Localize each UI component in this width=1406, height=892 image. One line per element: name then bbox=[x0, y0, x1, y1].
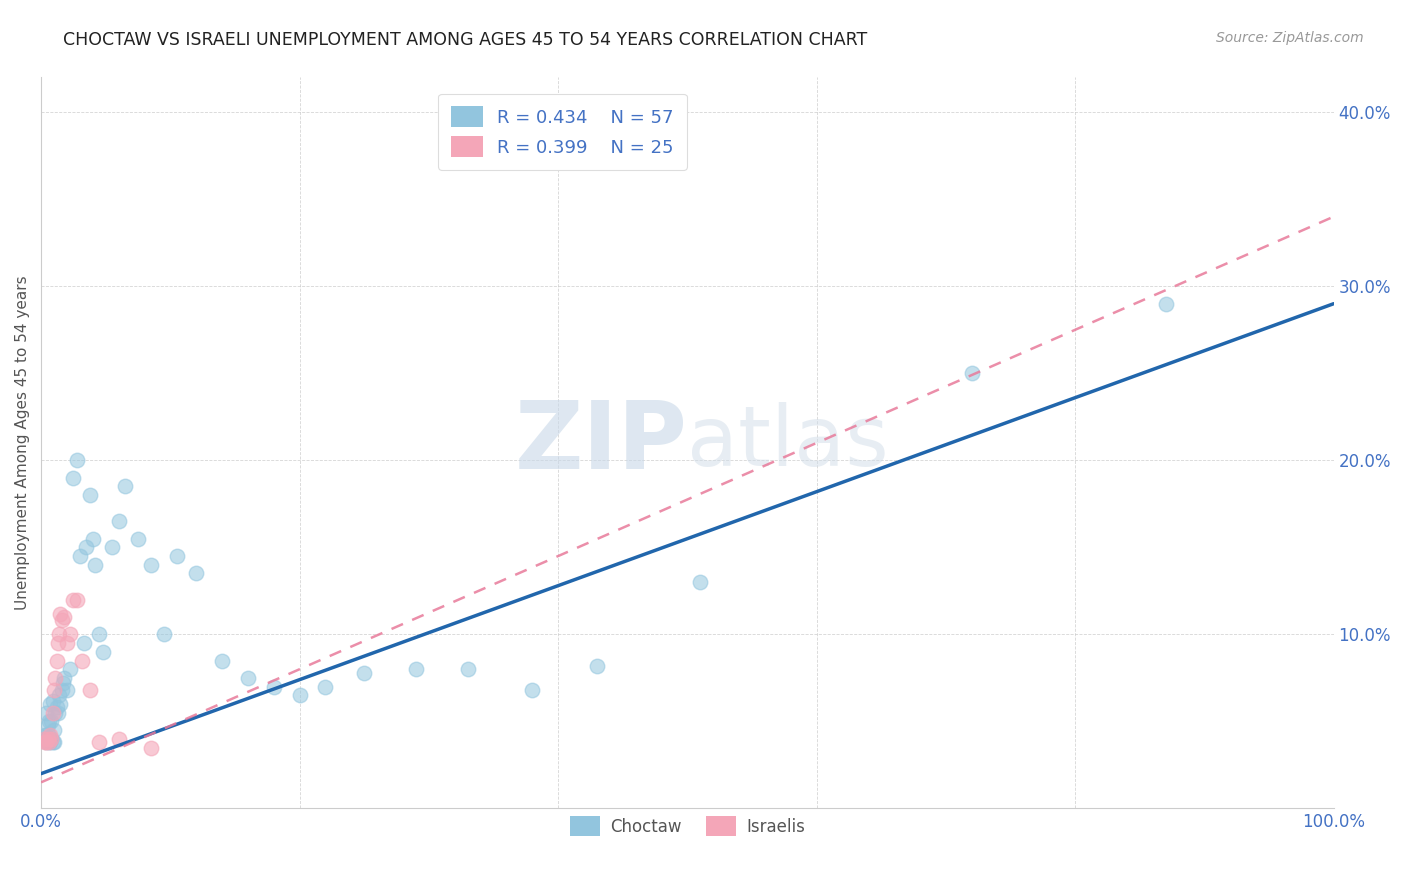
Point bbox=[263, 680, 285, 694]
Text: CHOCTAW VS ISRAELI UNEMPLOYMENT AMONG AGES 45 TO 54 YEARS CORRELATION CHART: CHOCTAW VS ISRAELI UNEMPLOYMENT AMONG AG… bbox=[63, 31, 868, 49]
Point bbox=[48, 627, 70, 641]
Point bbox=[35, 735, 58, 749]
Point bbox=[960, 367, 983, 381]
Point bbox=[41, 731, 63, 746]
Point bbox=[52, 676, 75, 690]
Point bbox=[127, 532, 149, 546]
Point bbox=[56, 683, 79, 698]
Point bbox=[405, 662, 427, 676]
Point bbox=[42, 735, 65, 749]
Point bbox=[107, 514, 129, 528]
Point bbox=[42, 706, 65, 720]
Point bbox=[58, 627, 80, 641]
Point bbox=[44, 706, 66, 720]
Point bbox=[114, 479, 136, 493]
Point bbox=[41, 731, 63, 746]
Point bbox=[72, 653, 94, 667]
Point bbox=[1154, 296, 1177, 310]
Point bbox=[49, 607, 72, 621]
Point bbox=[522, 683, 544, 698]
Point bbox=[32, 731, 55, 746]
Point bbox=[66, 453, 89, 467]
Point bbox=[35, 706, 58, 720]
Point bbox=[91, 645, 114, 659]
Point bbox=[42, 683, 65, 698]
Point bbox=[35, 735, 58, 749]
Legend: Choctaw, Israelis: Choctaw, Israelis bbox=[561, 808, 814, 844]
Point bbox=[34, 735, 56, 749]
Text: ZIP: ZIP bbox=[515, 397, 688, 489]
Point bbox=[37, 718, 59, 732]
Point bbox=[79, 683, 101, 698]
Point bbox=[51, 614, 73, 628]
Point bbox=[79, 488, 101, 502]
Point bbox=[89, 735, 111, 749]
Point bbox=[38, 735, 60, 749]
Point bbox=[56, 636, 79, 650]
Point bbox=[42, 693, 65, 707]
Point bbox=[153, 627, 176, 641]
Point bbox=[69, 549, 91, 563]
Point bbox=[39, 728, 62, 742]
Point bbox=[75, 541, 97, 555]
Point bbox=[89, 627, 111, 641]
Point bbox=[53, 610, 76, 624]
Text: atlas: atlas bbox=[688, 402, 889, 483]
Point bbox=[44, 671, 66, 685]
Point bbox=[62, 471, 84, 485]
Point bbox=[314, 680, 336, 694]
Point bbox=[58, 662, 80, 676]
Point bbox=[45, 653, 67, 667]
Point bbox=[45, 700, 67, 714]
Point bbox=[586, 658, 609, 673]
Point bbox=[236, 671, 259, 685]
Point bbox=[457, 662, 479, 676]
Point bbox=[101, 541, 124, 555]
Point bbox=[46, 636, 69, 650]
Point bbox=[211, 653, 233, 667]
Point bbox=[62, 592, 84, 607]
Point bbox=[66, 592, 89, 607]
Point bbox=[46, 706, 69, 720]
Point bbox=[37, 731, 59, 746]
Point bbox=[82, 532, 104, 546]
Point bbox=[39, 735, 62, 749]
Point bbox=[41, 714, 63, 729]
Point bbox=[49, 697, 72, 711]
Point bbox=[139, 740, 162, 755]
Point bbox=[73, 636, 96, 650]
Point bbox=[37, 726, 59, 740]
Point bbox=[38, 735, 60, 749]
Point bbox=[51, 683, 73, 698]
Text: Source: ZipAtlas.com: Source: ZipAtlas.com bbox=[1216, 31, 1364, 45]
Y-axis label: Unemployment Among Ages 45 to 54 years: Unemployment Among Ages 45 to 54 years bbox=[15, 276, 30, 610]
Point bbox=[34, 728, 56, 742]
Point bbox=[42, 735, 65, 749]
Point bbox=[139, 558, 162, 572]
Point bbox=[84, 558, 107, 572]
Point bbox=[38, 714, 60, 729]
Point bbox=[39, 697, 62, 711]
Point bbox=[288, 688, 311, 702]
Point bbox=[107, 731, 129, 746]
Point bbox=[689, 575, 711, 590]
Point bbox=[166, 549, 188, 563]
Point bbox=[186, 566, 208, 581]
Point bbox=[53, 671, 76, 685]
Point bbox=[353, 665, 375, 680]
Point bbox=[48, 688, 70, 702]
Point bbox=[42, 723, 65, 738]
Point bbox=[32, 731, 55, 746]
